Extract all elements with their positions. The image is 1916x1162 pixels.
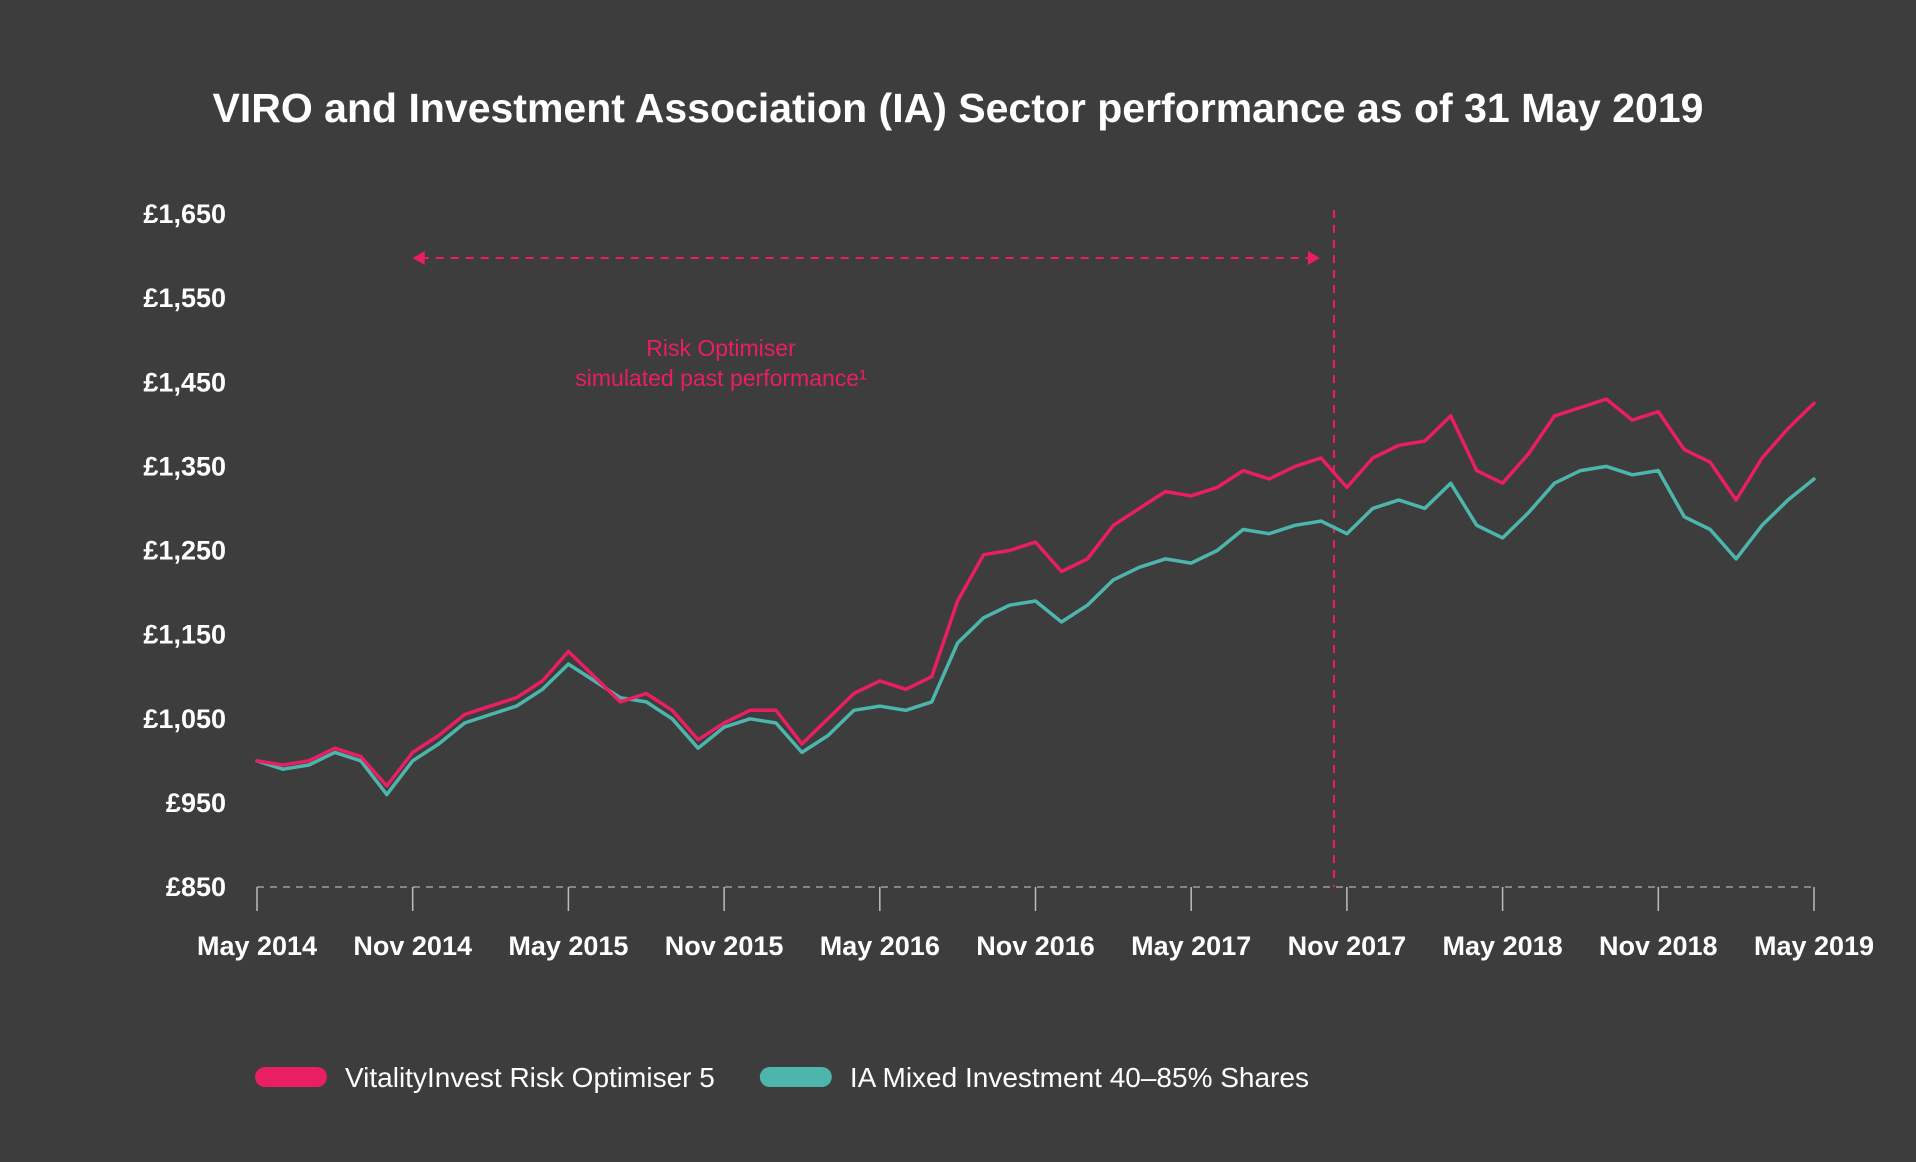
y-tick-label: £950 (166, 788, 226, 818)
x-tick-label: Nov 2015 (665, 931, 784, 961)
y-tick-label: £1,650 (143, 199, 226, 229)
y-tick-label: £850 (166, 872, 226, 902)
x-tick-label: May 2016 (820, 931, 940, 961)
series-line (255, 397, 1816, 788)
x-tick-label: Nov 2018 (1599, 931, 1718, 961)
range-arrow-left-head (412, 251, 425, 265)
range-arrow-right-head (1307, 251, 1320, 265)
series-lines (255, 397, 1816, 797)
y-tick-label: £1,150 (143, 620, 226, 650)
annotation: Risk Optimiser simulated past performance… (412, 210, 1335, 887)
y-tick-label: £1,550 (143, 283, 226, 313)
x-tick-label: May 2017 (1131, 931, 1251, 961)
y-tick-label: £1,350 (143, 451, 226, 481)
x-tick-label: May 2014 (197, 931, 317, 961)
y-tick-label: £1,450 (143, 367, 226, 397)
y-axis: £1,650 £1,550 £1,450 £1,350 £1,250 £1,150 £1,0… (143, 199, 226, 902)
y-tick-label: £1,250 (143, 536, 226, 566)
x-tick-label: Nov 2014 (353, 931, 472, 961)
chart-title: VIRO and Investment Association (IA) Sec… (213, 85, 1704, 131)
legend-label: VitalityInvest Risk Optimiser 5 (345, 1062, 715, 1093)
annotation-text: simulated past performance¹ (575, 365, 867, 391)
legend-swatch (759, 1067, 832, 1087)
annotation-text: Risk Optimiser (646, 335, 796, 361)
x-tick-label: Nov 2016 (976, 931, 1095, 961)
legend-label: IA Mixed Investment 40–85% Shares (850, 1062, 1309, 1093)
legend-swatch (255, 1067, 327, 1087)
x-tick-label: Nov 2017 (1288, 931, 1407, 961)
series-line (255, 464, 1816, 797)
x-axis: May 2014 Nov 2014 May 2015 Nov 2015 May 2016… (197, 886, 1874, 961)
x-tick-label: May 2019 (1754, 931, 1874, 961)
x-tick-label: May 2015 (508, 931, 628, 961)
x-tick-label: May 2018 (1443, 931, 1563, 961)
legend: VitalityInvest Risk Optimiser 5 IA Mixed … (255, 1062, 1309, 1093)
y-tick-label: £1,050 (143, 704, 226, 734)
